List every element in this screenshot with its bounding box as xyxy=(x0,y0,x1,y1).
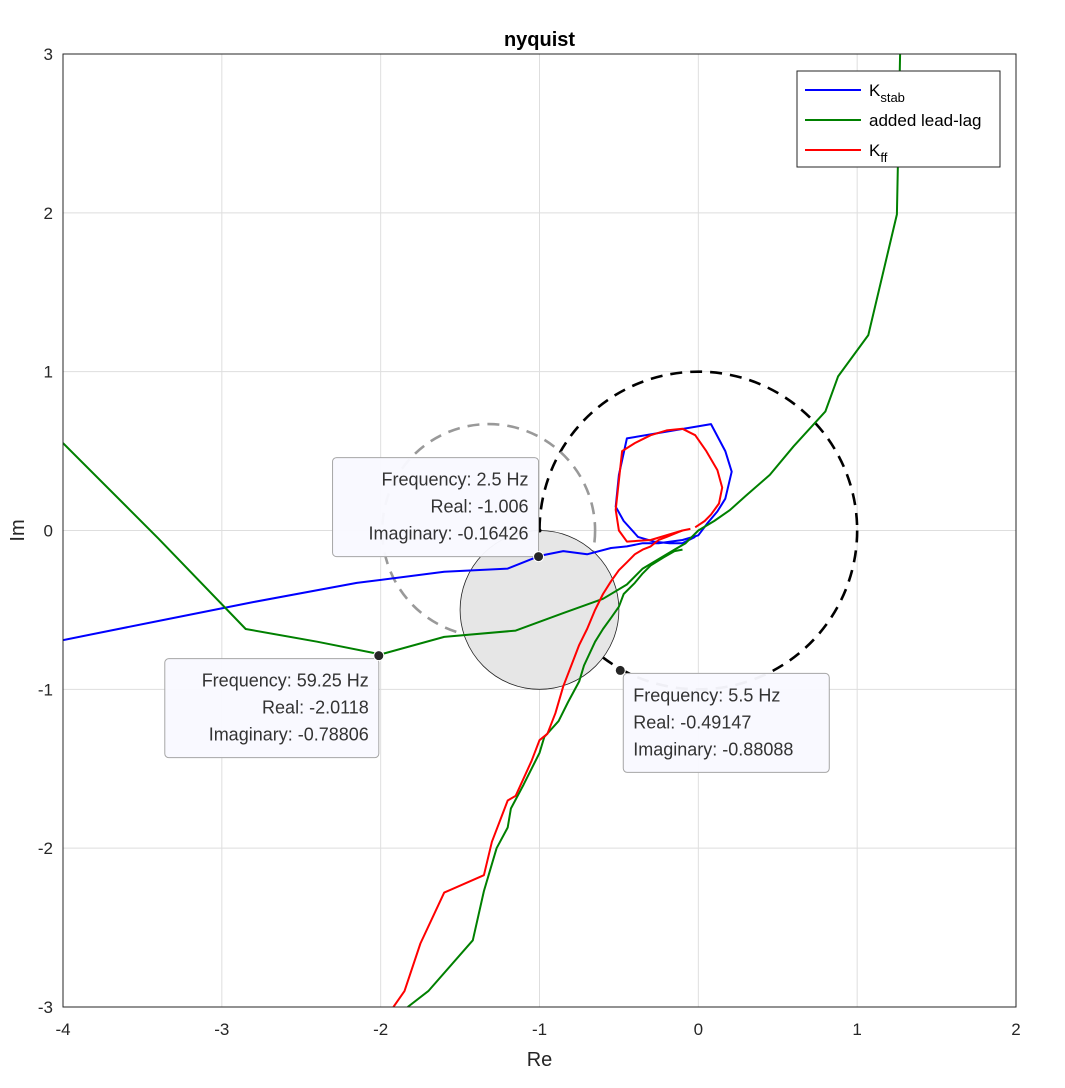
datatip-line: Frequency: 59.25 Hz xyxy=(202,671,369,691)
x-tick-label: 0 xyxy=(694,1020,703,1039)
axes-box xyxy=(62,53,1017,1008)
datatip-line: Imaginary: -0.78806 xyxy=(209,725,369,745)
datatip-line: Frequency: 5.5 Hz xyxy=(633,685,780,705)
x-tick-label: -4 xyxy=(55,1020,70,1039)
legend-entry-label[interactable]: added lead-lag xyxy=(869,111,981,130)
datatip-line: Imaginary: -0.16426 xyxy=(368,524,528,544)
y-tick-label: 3 xyxy=(44,45,53,64)
x-tick-label: -2 xyxy=(373,1020,388,1039)
y-tick-label: 1 xyxy=(44,363,53,382)
legend-entry-label[interactable]: Kff xyxy=(869,141,888,165)
datatip-line: Real: -0.49147 xyxy=(633,712,751,732)
x-tick-label: 2 xyxy=(1011,1020,1020,1039)
x-axis-label: Re xyxy=(527,1049,553,1071)
x-tick-label: -1 xyxy=(532,1020,547,1039)
y-tick-label: 0 xyxy=(44,522,53,541)
datatip: Frequency: 2.5 Hz Real: -1.006 Imaginary: … xyxy=(332,457,545,563)
y-tick-label: -1 xyxy=(38,680,53,699)
datatip-box xyxy=(164,658,380,759)
datatip-box xyxy=(622,672,830,773)
datatip-box xyxy=(332,457,540,558)
series-line-k-stab xyxy=(63,423,733,642)
series-line-k-ff xyxy=(392,527,691,1007)
datatip-line: Frequency: 2.5 Hz xyxy=(381,470,528,490)
datatip-marker[interactable] xyxy=(614,664,626,676)
series-line-k-ff-branch xyxy=(614,427,724,543)
x-tick-label: -3 xyxy=(214,1020,229,1039)
y-tick-label: -3 xyxy=(38,998,53,1017)
y-tick-label: -2 xyxy=(38,839,53,858)
x-tick-label: 1 xyxy=(852,1020,861,1039)
datatip-line: Real: -1.006 xyxy=(430,497,528,517)
datatips: Frequency: 2.5 Hz Real: -1.006 Imaginary: … xyxy=(164,457,830,773)
chart-title: nyquist xyxy=(504,29,575,51)
datatip-line: Imaginary: -0.88088 xyxy=(633,739,793,759)
y-axis-label: Im xyxy=(7,519,29,541)
legend[interactable]: Kstab added lead-lag Kff xyxy=(796,70,1001,168)
datatip: Frequency: 59.25 Hz Real: -2.0118 Imaginar… xyxy=(164,650,385,759)
legend-entry-label[interactable]: Kstab xyxy=(869,81,905,105)
datatip-line: Real: -2.0118 xyxy=(262,698,369,718)
datatip: Frequency: 5.5 Hz Real: -0.49147 Imaginary… xyxy=(614,664,830,773)
datatip-marker[interactable] xyxy=(533,551,545,563)
series-line-added-lead-lag-branch xyxy=(407,548,683,1007)
y-tick-label: 2 xyxy=(44,204,53,223)
datatip-marker[interactable] xyxy=(373,650,385,662)
